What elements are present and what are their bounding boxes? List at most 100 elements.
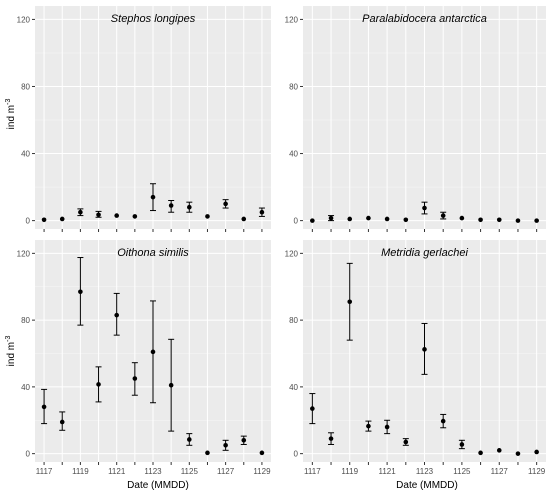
data-point bbox=[168, 203, 174, 208]
data-point bbox=[310, 218, 315, 223]
y-axis-label-top: ind m-3 bbox=[5, 99, 17, 130]
data-marks bbox=[310, 201, 539, 223]
data-point bbox=[366, 423, 371, 429]
data-point bbox=[59, 216, 65, 222]
data-marks bbox=[41, 183, 265, 223]
y-tick-label: 80 bbox=[21, 316, 30, 325]
y-tick-label: 80 bbox=[21, 82, 30, 91]
data-point bbox=[478, 217, 483, 223]
data-point bbox=[403, 217, 409, 223]
x-tick-label: 1117 bbox=[36, 467, 53, 476]
y-tick-label: 120 bbox=[285, 15, 299, 24]
data-point bbox=[422, 205, 427, 211]
data-point bbox=[114, 213, 119, 218]
data-point bbox=[384, 424, 390, 430]
panel-title: Metridia gerlachei bbox=[381, 247, 468, 259]
data-point bbox=[78, 289, 83, 295]
data-point bbox=[347, 299, 353, 305]
x-tick-label: 1119 bbox=[341, 467, 358, 476]
x-tick-label: 1125 bbox=[453, 467, 471, 476]
y-tick-label: 40 bbox=[21, 383, 30, 392]
data-point bbox=[403, 439, 409, 445]
data-marks bbox=[309, 262, 539, 456]
y-tick-label: 80 bbox=[289, 82, 298, 91]
y-tick-label: 0 bbox=[294, 217, 299, 226]
x-tick-label: 1125 bbox=[181, 467, 199, 476]
y-tick-label: 0 bbox=[294, 450, 299, 459]
y-tick-label: 0 bbox=[26, 450, 31, 459]
data-point bbox=[259, 209, 265, 215]
data-point bbox=[41, 404, 47, 410]
data-marks bbox=[41, 257, 265, 456]
major-gridlines bbox=[35, 6, 271, 229]
data-point bbox=[534, 218, 539, 223]
data-point bbox=[496, 217, 502, 223]
x-tick-label: 1129 bbox=[253, 467, 271, 476]
data-point bbox=[187, 437, 192, 442]
data-point bbox=[328, 436, 334, 441]
data-point bbox=[459, 215, 465, 221]
x-tick-label: 1129 bbox=[528, 467, 546, 476]
data-point bbox=[96, 212, 101, 218]
y-tick-label: 40 bbox=[21, 150, 30, 159]
data-point bbox=[187, 204, 192, 210]
data-point bbox=[459, 442, 465, 447]
data-point bbox=[328, 215, 334, 221]
major-gridlines bbox=[303, 240, 546, 462]
data-point bbox=[223, 201, 228, 207]
y-tick-label: 40 bbox=[289, 383, 298, 392]
data-point bbox=[241, 438, 247, 443]
data-point bbox=[384, 216, 390, 222]
panel-title: Stephos longipes bbox=[111, 13, 196, 25]
data-point bbox=[205, 450, 210, 456]
data-point bbox=[205, 214, 210, 219]
data-point bbox=[534, 449, 539, 455]
data-point bbox=[241, 216, 247, 222]
x-tick-label: 1121 bbox=[379, 467, 397, 476]
y-tick-label: 120 bbox=[17, 15, 31, 24]
data-point bbox=[59, 419, 65, 425]
data-point bbox=[114, 312, 119, 318]
panel-title: Oithona similis bbox=[117, 247, 189, 259]
x-tick-label: 1123 bbox=[416, 467, 434, 476]
x-tick-label: 1127 bbox=[217, 467, 235, 476]
y-axis-label-bottom: ind m-3 bbox=[5, 336, 17, 367]
data-point bbox=[515, 451, 521, 456]
data-point bbox=[150, 194, 156, 200]
panel-4: Metridia gerlachei 0 40 80 120 1117 1119 1121 11… bbox=[285, 240, 546, 476]
data-point bbox=[440, 213, 446, 218]
data-point bbox=[78, 209, 83, 215]
data-point bbox=[310, 406, 315, 411]
major-gridlines bbox=[303, 6, 546, 229]
data-point bbox=[41, 217, 47, 223]
panel-3: Oithona similis 0 40 80 120 1117 1119 1121 1123 1… bbox=[17, 240, 271, 476]
data-point bbox=[168, 382, 174, 388]
data-point bbox=[496, 448, 502, 453]
data-point bbox=[96, 382, 101, 387]
data-point bbox=[132, 376, 138, 381]
y-tick-label: 120 bbox=[17, 249, 31, 258]
data-point bbox=[366, 215, 371, 221]
y-tick-label: 40 bbox=[289, 150, 298, 159]
data-point bbox=[132, 214, 138, 219]
data-point bbox=[422, 347, 427, 352]
data-point bbox=[478, 450, 483, 456]
x-tick-label: 1119 bbox=[72, 467, 89, 476]
panel-2: Paralabidocera antarctica 0 40 80 120 bbox=[285, 6, 546, 232]
data-point bbox=[223, 443, 228, 448]
x-tick-label: 1123 bbox=[144, 467, 162, 476]
x-axis-label-left: Date (MMDD) bbox=[127, 480, 189, 491]
x-tick-label: 1117 bbox=[304, 467, 321, 476]
data-point bbox=[259, 450, 265, 456]
data-point bbox=[347, 216, 353, 222]
y-tick-label: 0 bbox=[26, 217, 31, 226]
data-point bbox=[515, 218, 521, 223]
data-point bbox=[440, 418, 446, 424]
x-axis-label-right: Date (MMDD) bbox=[396, 480, 458, 491]
data-point bbox=[150, 349, 156, 355]
y-tick-label: 120 bbox=[285, 249, 299, 258]
panel-1: Stephos longipes 0 40 80 120 bbox=[17, 6, 271, 232]
x-tick-label: 1127 bbox=[491, 467, 509, 476]
